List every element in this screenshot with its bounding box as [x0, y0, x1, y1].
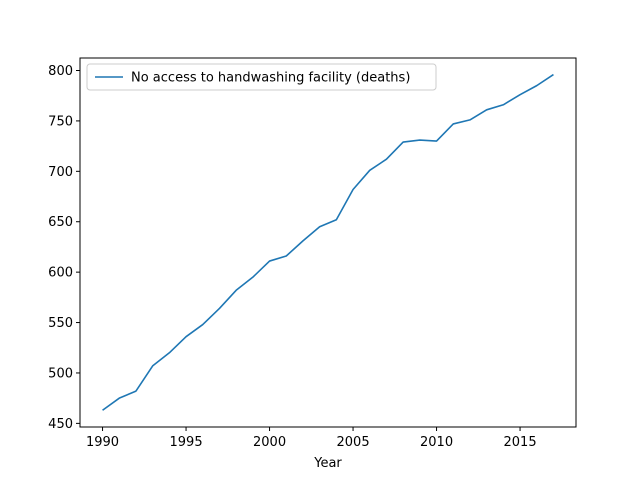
y-tick-label: 700: [48, 165, 73, 180]
axes-frame: [79, 57, 577, 428]
series-line: [102, 73, 554, 411]
y-axis: 450 500 550 600 650 700 750 800: [48, 64, 80, 432]
y-tick-label: 500: [48, 366, 73, 381]
legend-box: [86, 63, 437, 91]
x-tick-label: 2000: [253, 435, 286, 450]
x-tick-label: 1995: [170, 435, 203, 450]
y-tick-label: 750: [48, 114, 73, 129]
x-axis-title: Year: [313, 456, 342, 471]
x-tick-label: 1990: [86, 435, 119, 450]
legend: No access to handwashing facility (death…: [86, 63, 437, 91]
legend-label: No access to handwashing facility (death…: [131, 71, 410, 86]
x-tick-label: 2010: [420, 435, 453, 450]
y-tick-label: 450: [48, 417, 73, 432]
plot-content: [102, 73, 554, 411]
y-tick-label: 600: [48, 266, 73, 281]
x-tick-label: 2005: [337, 435, 370, 450]
x-axis: 1990 1995 2000 2005 2010 2015: [86, 427, 537, 450]
x-tick-label: 2015: [504, 435, 537, 450]
y-tick-label: 550: [48, 316, 73, 331]
y-tick-label: 800: [48, 64, 73, 79]
y-tick-label: 650: [48, 215, 73, 230]
